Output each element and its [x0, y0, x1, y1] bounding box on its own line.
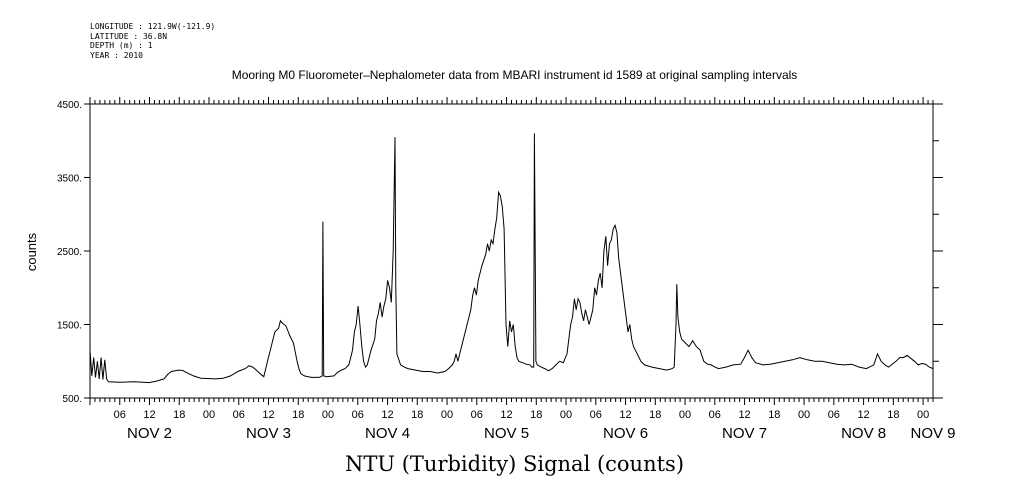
- x-tick-label: 00: [203, 409, 215, 421]
- x-tick-label: 06: [709, 409, 721, 421]
- x-tick-label: 18: [887, 409, 899, 421]
- x-tick-label: 18: [173, 409, 185, 421]
- longitude-text: LONGITUDE : 121.9W(-121.9): [90, 22, 216, 31]
- x-tick-label: 00: [441, 409, 453, 421]
- day-label: NOV 4: [365, 425, 410, 442]
- x-tick-label: 18: [530, 409, 542, 421]
- x-tick-label: 12: [619, 409, 631, 421]
- x-tick-label: 18: [768, 409, 780, 421]
- chart-title: Mooring M0 Fluorometer–Nephalometer data…: [231, 68, 798, 82]
- y-axis-label: counts: [24, 232, 39, 271]
- x-tick-label: 12: [500, 409, 512, 421]
- latitude-text: LATITUDE : 36.8N: [90, 31, 168, 41]
- x-tick-label: 12: [738, 409, 750, 421]
- day-label: NOV 2: [127, 425, 172, 442]
- x-tick-label: 12: [381, 409, 393, 421]
- station-metadata: LONGITUDE : 121.9W(-121.9) LATITUDE : 36…: [90, 22, 215, 60]
- x-axis-title: NTU (Turbidity) Signal (counts): [344, 452, 685, 476]
- x-tick-label: 00: [322, 409, 334, 421]
- x-tick-label: 18: [292, 409, 304, 421]
- x-tick-label: 12: [143, 409, 155, 421]
- y-tick-label: 500.: [63, 394, 82, 405]
- x-tick-label: 06: [828, 409, 840, 421]
- y-tick-label: 3500.: [57, 174, 82, 185]
- day-label: NOV 3: [246, 425, 291, 442]
- x-tick-label: 00: [917, 409, 929, 421]
- x-tick-label: 00: [679, 409, 691, 421]
- day-label: NOV 8: [841, 425, 886, 442]
- year-text: YEAR : 2010: [90, 50, 143, 60]
- day-label: NOV 9: [910, 425, 955, 442]
- y-tick-label: 4500.: [57, 100, 82, 111]
- depth-text: DEPTH (m) : 1: [90, 41, 153, 50]
- day-label: NOV 6: [603, 425, 648, 442]
- x-tick-label: 18: [411, 409, 423, 421]
- x-tick-label: 06: [590, 409, 602, 421]
- day-label: NOV 7: [722, 425, 767, 442]
- day-label: NOV 5: [484, 425, 529, 442]
- y-tick-label: 2500.: [57, 247, 82, 258]
- turbidity-line: [89, 133, 934, 384]
- x-tick-label: 12: [857, 409, 869, 421]
- x-tick-label: 00: [560, 409, 572, 421]
- x-tick-label: 00: [798, 409, 810, 421]
- x-tick-label: 06: [352, 409, 364, 421]
- x-tick-label: 18: [649, 409, 661, 421]
- plot-frame: [89, 103, 934, 399]
- x-tick-label: 06: [471, 409, 483, 421]
- x-tick-label: 06: [233, 409, 245, 421]
- x-tick-label: 12: [262, 409, 274, 421]
- x-tick-label: 06: [114, 409, 126, 421]
- y-tick-label: 1500.: [57, 321, 82, 332]
